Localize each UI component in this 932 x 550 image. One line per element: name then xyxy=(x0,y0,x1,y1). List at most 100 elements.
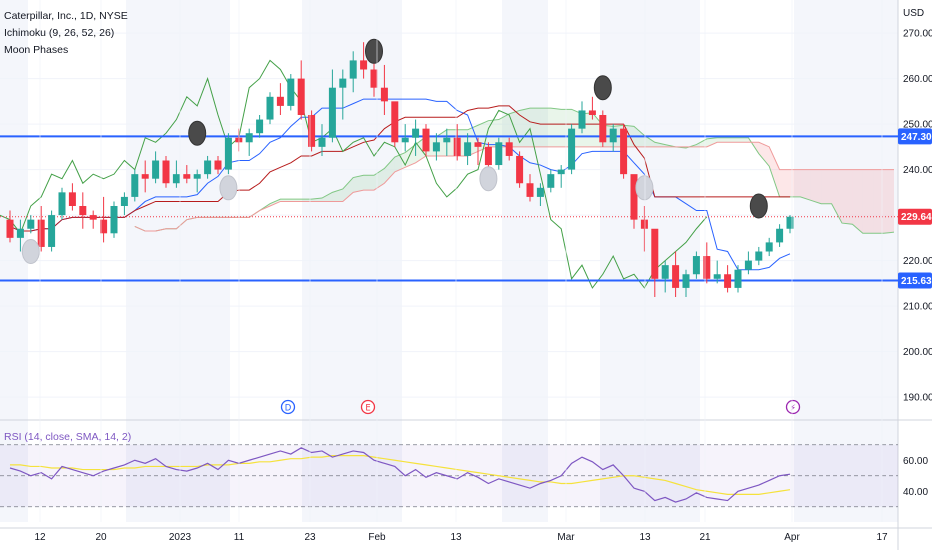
moon-phase-markers xyxy=(21,38,768,264)
candle-body xyxy=(266,96,274,120)
cloud-segment xyxy=(322,192,333,202)
moon-phases-legend[interactable]: Moon Phases xyxy=(4,44,69,56)
rsi-pane xyxy=(0,444,898,508)
candle-body xyxy=(401,137,409,143)
earnings-marker-letter: E xyxy=(365,404,370,414)
cloud-segment xyxy=(550,108,562,147)
candle-body xyxy=(6,219,14,238)
candle-body xyxy=(672,265,680,288)
time-axis-label: 23 xyxy=(304,532,316,543)
currency-label: USD xyxy=(903,8,925,19)
price-axis-tick: 240.00 xyxy=(903,165,932,176)
price-axis: 270.00260.00250.00240.00230.00220.00210.… xyxy=(903,29,932,498)
split-marker-icon xyxy=(785,399,801,415)
candle-body xyxy=(713,274,721,279)
candle-body xyxy=(183,174,191,179)
cloud-segment xyxy=(769,146,780,197)
senkou-span-b xyxy=(134,141,894,232)
cloud-segment xyxy=(842,169,853,225)
candle-body xyxy=(224,137,232,170)
candle-body xyxy=(172,174,180,184)
candle-body xyxy=(474,142,482,147)
candle-body xyxy=(588,110,596,115)
candle-body xyxy=(204,160,212,175)
horizontal-levels xyxy=(0,135,898,282)
rsi-line xyxy=(9,447,791,503)
candle-body xyxy=(141,174,149,179)
time-axis-label: 13 xyxy=(639,532,651,543)
candle-body xyxy=(651,228,659,279)
candle-body xyxy=(536,187,544,197)
time-axis-label: 11 xyxy=(234,532,245,543)
cloud-segment xyxy=(758,142,770,167)
cloud-segment xyxy=(488,119,499,147)
candle-body xyxy=(692,256,700,275)
candle-body xyxy=(526,183,534,197)
cloud-segment xyxy=(706,137,718,147)
time-axis-label: Apr xyxy=(784,532,800,543)
candle-body xyxy=(391,101,399,143)
cloud-segment xyxy=(405,144,416,168)
candle-body xyxy=(578,110,586,129)
candle-body xyxy=(162,160,170,184)
full-moon-marker xyxy=(219,175,238,201)
split-marker-letter: ⚡ xyxy=(790,404,796,414)
ichimoku-lines xyxy=(0,59,895,289)
candle-body xyxy=(120,196,128,206)
time-axis-label: 17 xyxy=(876,532,888,543)
candle-body xyxy=(214,160,222,170)
candle-body xyxy=(661,265,669,279)
candle-body xyxy=(682,274,690,288)
price-tags: 247.30 229.64 215.63 xyxy=(898,128,932,289)
price-axis-tick: 200.00 xyxy=(903,347,932,358)
candle-body xyxy=(609,128,617,143)
candle-body xyxy=(380,87,388,102)
price-tag-last xyxy=(898,208,932,225)
new-moon-marker xyxy=(188,120,207,146)
price-axis-tick: 190.00 xyxy=(903,393,932,404)
price-tag-label: 229.64 xyxy=(901,212,932,223)
cloud-segment xyxy=(883,169,894,234)
cloud-segment xyxy=(654,142,666,147)
cloud-segment xyxy=(821,169,832,204)
symbol-title[interactable]: Caterpillar, Inc., 1D, NYSE xyxy=(4,10,128,22)
candle-body xyxy=(360,60,368,70)
candle-body xyxy=(422,128,430,152)
ichimoku-legend[interactable]: Ichimoku (9, 26, 52, 26) xyxy=(4,27,115,39)
candle-body xyxy=(547,174,555,188)
price-axis-tick: 250.00 xyxy=(903,120,932,131)
candle-body xyxy=(297,78,305,115)
cloud-segment xyxy=(790,169,801,197)
candle-body xyxy=(276,96,284,106)
candle-body xyxy=(68,192,76,206)
time-axis-label: 21 xyxy=(699,532,711,543)
cloud-segment xyxy=(498,113,510,147)
candle-body xyxy=(432,142,440,152)
dividend-marker-letter: D xyxy=(285,404,292,414)
kijun-line xyxy=(9,105,790,232)
cloud-segment xyxy=(810,169,822,204)
candle-body xyxy=(734,269,742,288)
cloud-segment xyxy=(852,169,863,234)
price-axis-tick: 270.00 xyxy=(903,29,932,40)
event-markers: D E ⚡ xyxy=(280,399,801,415)
candle-body xyxy=(58,192,66,216)
rsi-legend[interactable]: RSI (14, close, SMA, 14, 2) xyxy=(4,431,132,443)
cloud-segment xyxy=(779,169,790,197)
candle-body xyxy=(349,60,357,79)
price-axis-tick: 210.00 xyxy=(903,302,932,313)
rsi-axis-tick: 40.00 xyxy=(903,487,928,498)
price-axis-tick: 220.00 xyxy=(903,256,932,267)
candle-body xyxy=(412,128,420,138)
time-axis-label: 13 xyxy=(450,532,462,543)
new-moon-marker xyxy=(365,38,383,64)
candle-body xyxy=(703,256,711,279)
cloud-segment xyxy=(738,137,749,143)
candle-body xyxy=(48,215,56,247)
candle-body xyxy=(724,274,732,288)
candle-body xyxy=(27,219,35,229)
cloud-segment xyxy=(831,169,842,224)
candle-body xyxy=(308,115,316,147)
